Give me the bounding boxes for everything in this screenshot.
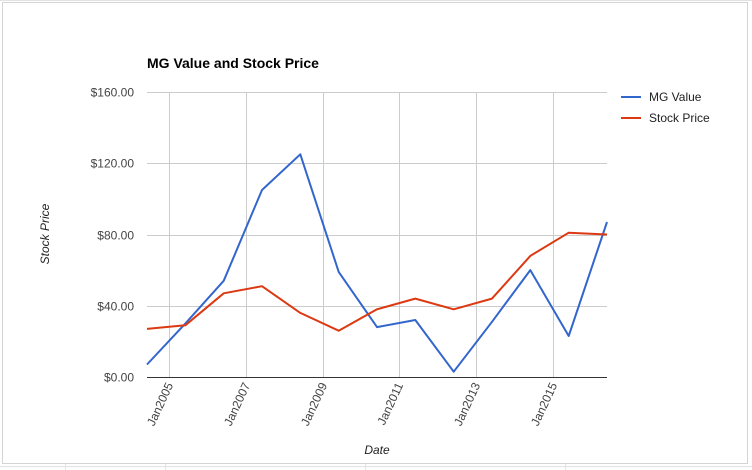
y-tick-label: $160.00 <box>91 86 135 100</box>
horizontal-gridlines <box>147 92 607 307</box>
x-axis-title: Date <box>364 443 390 457</box>
y-tick-label: $40.00 <box>97 300 134 314</box>
x-tick-label: Jan2007 <box>221 380 253 428</box>
y-tick-label: $120.00 <box>91 157 135 171</box>
series-lines <box>146 153 608 373</box>
chart-container[interactable] <box>2 2 748 464</box>
y-tick-label: $80.00 <box>97 229 134 243</box>
series-line-stock-price <box>146 231 608 332</box>
x-tick-label: Jan2015 <box>528 380 560 428</box>
y-axis-title: Stock Price <box>38 203 52 264</box>
x-tick-label: Jan2011 <box>374 380 406 427</box>
series-line-mg-value <box>146 153 608 373</box>
x-tick-label: Jan2009 <box>298 380 330 428</box>
chart-title: MG Value and Stock Price <box>147 55 319 71</box>
vertical-gridlines <box>169 92 554 377</box>
legend-label-stock-price: Stock Price <box>649 111 710 125</box>
x-axis-ticks: Jan2005 Jan2007 Jan2009 Jan2011 Jan2013 Jan20… <box>144 380 560 428</box>
x-tick-label: Jan2005 <box>144 380 176 428</box>
y-tick-label: $0.00 <box>104 371 134 385</box>
legend-label-mg-value: MG Value <box>649 90 702 104</box>
legend: MG Value Stock Price <box>621 90 710 125</box>
x-tick-label: Jan2013 <box>451 380 483 428</box>
y-axis-ticks: $0.00 $40.00 $80.00 $120.00 $160.00 <box>91 86 135 385</box>
